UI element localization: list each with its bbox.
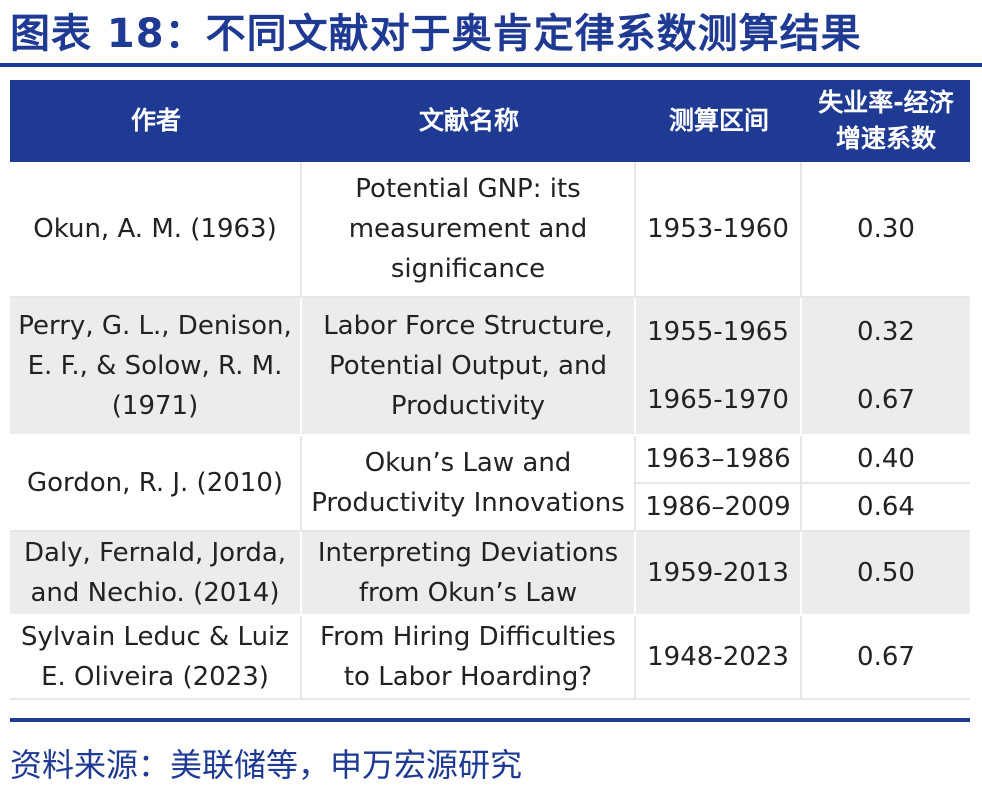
header-period: 测算区间 <box>636 80 802 162</box>
paper-cell: From Hiring Difficulties to Labor Hoardi… <box>302 616 636 700</box>
coef-cell: 0.32 <box>802 298 970 366</box>
table-row: 1965-1970 0.67 <box>10 366 970 436</box>
author-cell: Gordon, R. J. (2010) <box>10 436 302 532</box>
coef-cell: 0.30 <box>802 162 970 298</box>
table-row: 1986–2009 0.64 <box>10 484 970 532</box>
period-cell: 1986–2009 <box>636 484 802 532</box>
coef-cell: 0.50 <box>802 532 970 616</box>
period-cell: 1948-2023 <box>636 616 802 700</box>
period-cell: 1963–1986 <box>636 436 802 484</box>
paper-cell: Okun’s Law and Productivity Innovations <box>302 436 636 532</box>
table-row: Perry, G. L., Denison, E. F., & Solow, R… <box>10 298 970 436</box>
okun-coefficient-table: 作者 文献名称 测算区间 失业率-经济增速系数 Okun, A. M. (196… <box>10 80 970 700</box>
period-cell: 1959-2013 <box>636 532 802 616</box>
header-author: 作者 <box>10 80 302 162</box>
author-cell: Sylvain Leduc & Luiz E. Oliveira (2023) <box>10 616 302 700</box>
author-cell: Perry, G. L., Denison, E. F., & Solow, R… <box>10 298 302 436</box>
coef-cell: 0.64 <box>802 484 970 532</box>
title-rule <box>0 63 982 67</box>
table-row: Sylvain Leduc & Luiz E. Oliveira (2023) … <box>10 616 970 700</box>
coef-cell: 0.40 <box>802 436 970 484</box>
author-cell: Daly, Fernald, Jorda, and Nechio. (2014) <box>10 532 302 616</box>
figure-title: 图表 18：不同文献对于奥肯定律系数测算结果 <box>10 11 862 57</box>
source-note: 资料来源：美联储等，申万宏源研究 <box>10 746 523 784</box>
period-cell: 1965-1970 <box>636 366 802 436</box>
table-row: Okun, A. M. (1963) Potential GNP: its me… <box>10 162 970 298</box>
table-header-row: 作者 文献名称 测算区间 失业率-经济增速系数 <box>10 80 970 162</box>
period-cell: 1955-1965 <box>636 298 802 366</box>
paper-cell: Interpreting Deviations from Okun’s Law <box>302 532 636 616</box>
header-coefficient: 失业率-经济增速系数 <box>802 80 970 162</box>
table-row: Gordon, R. J. (2010) Okun’s Law and Prod… <box>10 436 970 532</box>
paper-cell: Potential GNP: its measurement and signi… <box>302 162 636 298</box>
table-bottom-rule <box>10 718 970 722</box>
header-paper: 文献名称 <box>302 80 636 162</box>
coef-cell: 0.67 <box>802 616 970 700</box>
coef-cell: 0.67 <box>802 366 970 436</box>
author-cell: Okun, A. M. (1963) <box>10 162 302 298</box>
period-cell: 1953-1960 <box>636 162 802 298</box>
paper-cell: Labor Force Structure, Potential Output,… <box>302 298 636 436</box>
table-row: Daly, Fernald, Jorda, and Nechio. (2014)… <box>10 532 970 616</box>
